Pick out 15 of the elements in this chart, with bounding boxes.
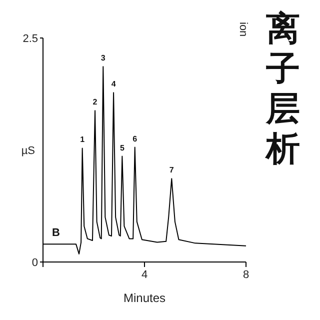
annotation: 6 [132, 134, 138, 144]
annotation: 7 [169, 166, 174, 175]
annotation: 1 [80, 135, 86, 144]
annotation: 2 [92, 98, 98, 107]
annotation: 5 [120, 143, 125, 152]
x-tick-label: 8 [242, 269, 250, 281]
annotation: 4 [111, 80, 116, 89]
y-tick-label: 0 [32, 257, 38, 269]
x-axis-title: Minutes [123, 291, 166, 305]
y-axis-title: µS [21, 145, 35, 157]
chart-subtitle: ion [237, 22, 249, 37]
annotation: B [52, 227, 60, 239]
y-tick-label: 2.5 [22, 33, 38, 45]
annotation: 3 [100, 54, 106, 63]
text: 离子层析 [264, 9, 300, 169]
